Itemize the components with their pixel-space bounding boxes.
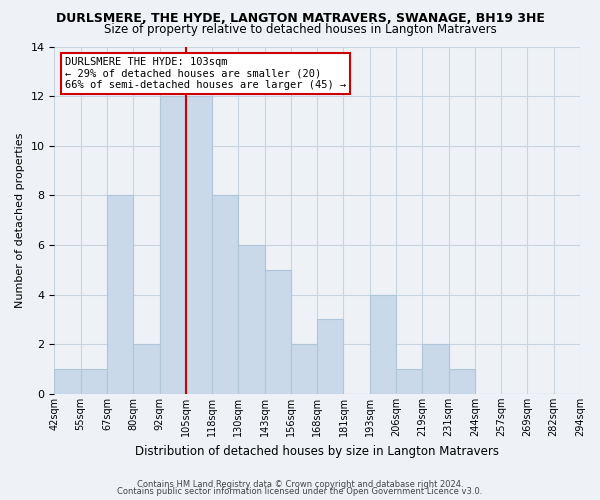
Bar	[396, 369, 422, 394]
Bar	[212, 196, 238, 394]
X-axis label: Distribution of detached houses by size in Langton Matravers: Distribution of detached houses by size …	[135, 444, 499, 458]
Bar	[55, 369, 80, 394]
Bar	[449, 369, 475, 394]
Bar	[317, 320, 343, 394]
Bar	[265, 270, 291, 394]
Bar	[238, 245, 265, 394]
Bar	[160, 96, 186, 394]
Bar	[370, 294, 396, 394]
Bar	[186, 96, 212, 394]
Bar	[133, 344, 160, 394]
Text: DURLSMERE THE HYDE: 103sqm
← 29% of detached houses are smaller (20)
66% of semi: DURLSMERE THE HYDE: 103sqm ← 29% of deta…	[65, 57, 346, 90]
Text: Size of property relative to detached houses in Langton Matravers: Size of property relative to detached ho…	[104, 22, 496, 36]
Text: Contains HM Land Registry data © Crown copyright and database right 2024.: Contains HM Land Registry data © Crown c…	[137, 480, 463, 489]
Bar	[80, 369, 107, 394]
Bar	[107, 196, 133, 394]
Bar	[422, 344, 449, 394]
Y-axis label: Number of detached properties: Number of detached properties	[15, 132, 25, 308]
Text: Contains public sector information licensed under the Open Government Licence v3: Contains public sector information licen…	[118, 487, 482, 496]
Bar	[291, 344, 317, 394]
Text: DURLSMERE, THE HYDE, LANGTON MATRAVERS, SWANAGE, BH19 3HE: DURLSMERE, THE HYDE, LANGTON MATRAVERS, …	[56, 12, 544, 26]
